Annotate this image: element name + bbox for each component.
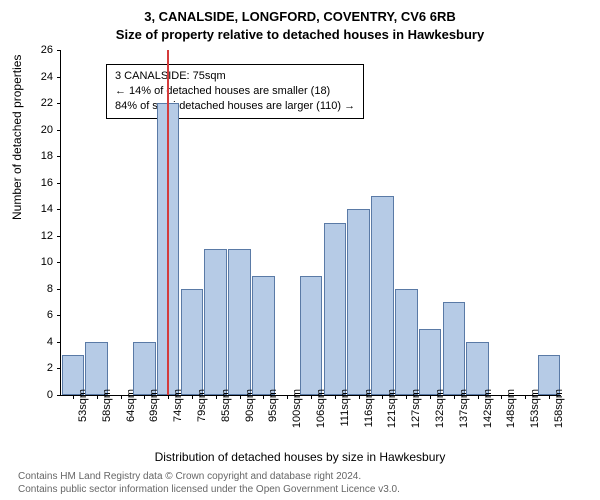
y-tick-label: 8: [21, 283, 53, 295]
y-tick-label: 4: [21, 336, 53, 348]
x-tick-mark: [240, 395, 241, 399]
y-tick-mark: [57, 130, 61, 131]
footer-line2: Contains public sector information licen…: [18, 483, 400, 496]
y-tick-mark: [57, 77, 61, 78]
property-marker-line: [167, 50, 169, 395]
histogram-bar: [371, 196, 394, 395]
y-tick-mark: [57, 50, 61, 51]
y-tick-label: 12: [21, 230, 53, 242]
x-tick-mark: [525, 395, 526, 399]
y-tick-mark: [57, 236, 61, 237]
x-tick-mark: [168, 395, 169, 399]
infobox-larger: 84% of semi-detached houses are larger (…: [115, 99, 355, 114]
y-tick-label: 0: [21, 389, 53, 401]
y-tick-label: 20: [21, 124, 53, 136]
y-tick-label: 22: [21, 97, 53, 109]
histogram-bar: [347, 209, 370, 395]
x-tick-label: 158sqm: [553, 389, 565, 428]
x-axis-label: Distribution of detached houses by size …: [0, 450, 600, 464]
x-tick-label: 142sqm: [482, 389, 494, 428]
y-tick-mark: [57, 395, 61, 396]
histogram-bar: [204, 249, 227, 395]
y-tick-label: 2: [21, 362, 53, 374]
histogram-bar: [300, 276, 323, 395]
x-tick-mark: [501, 395, 502, 399]
property-info-box: 3 CANALSIDE: 75sqm ← 14% of detached hou…: [106, 64, 364, 119]
x-tick-mark: [287, 395, 288, 399]
y-tick-label: 18: [21, 150, 53, 162]
histogram-bar: [133, 342, 156, 395]
x-tick-mark: [97, 395, 98, 399]
x-tick-mark: [216, 395, 217, 399]
y-tick-mark: [57, 368, 61, 369]
x-tick-mark: [73, 395, 74, 399]
x-tick-mark: [430, 395, 431, 399]
histogram-bar: [443, 302, 466, 395]
x-tick-mark: [382, 395, 383, 399]
footer-attribution: Contains HM Land Registry data © Crown c…: [18, 470, 400, 496]
y-tick-mark: [57, 315, 61, 316]
x-tick-mark: [263, 395, 264, 399]
x-tick-mark: [144, 395, 145, 399]
x-tick-label: 58sqm: [101, 389, 113, 422]
x-tick-mark: [121, 395, 122, 399]
x-tick-label: 95sqm: [267, 389, 279, 422]
y-tick-label: 10: [21, 256, 53, 268]
x-tick-mark: [549, 395, 550, 399]
histogram-bar: [252, 276, 275, 395]
subtitle-line: Size of property relative to detached ho…: [0, 26, 600, 44]
y-tick-label: 16: [21, 177, 53, 189]
y-tick-label: 6: [21, 309, 53, 321]
y-tick-mark: [57, 289, 61, 290]
x-tick-mark: [454, 395, 455, 399]
x-tick-mark: [192, 395, 193, 399]
infobox-size: 3 CANALSIDE: 75sqm: [115, 69, 355, 84]
histogram-bar: [395, 289, 418, 395]
x-tick-mark: [335, 395, 336, 399]
chart-title-block: 3, CANALSIDE, LONGFORD, COVENTRY, CV6 6R…: [0, 0, 600, 43]
x-tick-mark: [311, 395, 312, 399]
x-tick-label: 148sqm: [505, 389, 517, 428]
histogram-bar: [85, 342, 108, 395]
histogram-bar: [419, 329, 442, 395]
histogram-bar: [466, 342, 489, 395]
y-tick-mark: [57, 103, 61, 104]
y-tick-mark: [57, 156, 61, 157]
y-tick-label: 24: [21, 71, 53, 83]
x-tick-mark: [406, 395, 407, 399]
y-tick-mark: [57, 262, 61, 263]
address-line: 3, CANALSIDE, LONGFORD, COVENTRY, CV6 6R…: [0, 8, 600, 26]
x-tick-mark: [478, 395, 479, 399]
infobox-smaller: ← 14% of detached houses are smaller (18…: [115, 84, 355, 99]
histogram-bar: [181, 289, 204, 395]
chart-plot-area: 3 CANALSIDE: 75sqm ← 14% of detached hou…: [60, 50, 561, 396]
histogram-bar: [228, 249, 251, 395]
y-tick-label: 14: [21, 203, 53, 215]
y-tick-mark: [57, 209, 61, 210]
y-tick-label: 26: [21, 44, 53, 56]
y-tick-mark: [57, 342, 61, 343]
footer-line1: Contains HM Land Registry data © Crown c…: [18, 470, 400, 483]
x-tick-mark: [359, 395, 360, 399]
histogram-bar: [324, 223, 347, 396]
y-tick-mark: [57, 183, 61, 184]
